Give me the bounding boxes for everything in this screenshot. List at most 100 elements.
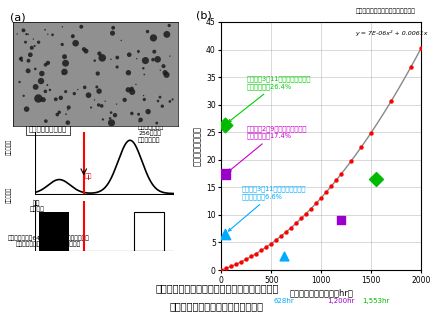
Point (418, 46, 424, 51)
Point (91, 97, 98, 102)
Point (74, 87, 81, 92)
Point (71, 91, 78, 96)
Point (54, 112, 61, 117)
Point (338, 218, 345, 223)
Point (358, 145, 365, 150)
Point (118, 38, 125, 43)
Point (145, 109, 151, 114)
Point (238, 259, 245, 264)
Point (20, 93, 27, 98)
Point (35, 40, 42, 45)
Point (44, 32, 51, 37)
Point (408, 64, 414, 69)
Point (135, 119, 142, 124)
Point (81, 47, 88, 52)
Point (142, 58, 149, 63)
Point (263, 245, 270, 250)
Point (23, 32, 30, 37)
Point (102, 99, 108, 104)
Point (222, 231, 229, 236)
Text: 1,553hr: 1,553hr (363, 298, 390, 304)
Text: 頻度（個）: 頻度（個） (7, 139, 12, 155)
Point (110, 25, 117, 30)
Point (112, 113, 118, 118)
Point (128, 86, 135, 91)
Point (121, 97, 128, 102)
Point (93, 84, 100, 89)
Text: 全体の画素数（640×480ドット）に対する
黒色面積画素数を「変状面積率」とする: 全体の画素数（640×480ドット）に対する 黒色面積画素数を「変状面積率」とす… (7, 235, 89, 247)
Point (228, 264, 235, 269)
Point (258, 248, 265, 253)
Point (332, 178, 339, 183)
Text: y = 7E-06x² + 0.0061x: y = 7E-06x² + 0.0061x (355, 30, 427, 36)
Point (388, 99, 395, 104)
Point (18, 56, 25, 61)
Point (280, 254, 287, 259)
Point (140, 66, 147, 71)
Text: 促進耐候性試験により求めた関係式: 促進耐候性試験により求めた関係式 (356, 8, 416, 14)
Point (328, 184, 335, 189)
Point (25, 68, 32, 73)
Point (160, 64, 167, 69)
Point (17, 57, 24, 62)
Point (114, 64, 121, 69)
Point (38, 71, 45, 76)
Point (32, 84, 39, 89)
Point (133, 56, 140, 61)
Point (149, 57, 156, 62)
Point (114, 55, 121, 60)
Point (308, 206, 315, 211)
Point (283, 229, 289, 234)
Point (243, 257, 250, 262)
Point (42, 27, 49, 32)
Point (348, 159, 355, 164)
Point (108, 57, 115, 62)
Point (135, 112, 142, 117)
Point (27, 52, 34, 57)
Point (166, 54, 173, 59)
Point (85, 93, 92, 98)
Point (157, 68, 164, 73)
Text: (b): (b) (197, 11, 212, 21)
Point (91, 58, 98, 63)
Point (59, 24, 66, 30)
Point (154, 57, 161, 62)
Point (38, 78, 45, 84)
Point (222, 122, 229, 127)
Text: 白色
（健全）: 白色 （健全） (136, 214, 151, 226)
Bar (39, 212, 69, 251)
Point (253, 251, 260, 256)
Point (166, 23, 173, 28)
Point (31, 43, 38, 48)
Point (95, 89, 102, 94)
Point (135, 50, 142, 55)
Point (43, 119, 49, 124)
Point (129, 89, 136, 95)
Point (62, 61, 69, 66)
Point (368, 130, 375, 135)
Point (288, 225, 295, 230)
Point (96, 51, 103, 56)
Point (153, 121, 160, 126)
Point (64, 120, 71, 125)
Point (233, 262, 240, 267)
Point (35, 96, 42, 101)
Point (82, 49, 89, 54)
Point (125, 87, 132, 92)
Point (78, 24, 85, 29)
X-axis label: 促進耐候性試験時間（hr）: 促進耐候性試験時間（hr） (289, 289, 353, 298)
Point (32, 67, 39, 72)
Point (248, 254, 255, 259)
Point (222, 172, 229, 177)
Point (56, 110, 63, 115)
Point (61, 69, 68, 74)
Point (64, 107, 71, 112)
Text: (a): (a) (10, 12, 26, 22)
Text: 黒色
（劣化）: 黒色 （劣化） (30, 200, 44, 212)
Point (59, 42, 66, 47)
Point (159, 104, 166, 109)
Point (163, 72, 170, 77)
Point (151, 49, 158, 54)
Point (318, 195, 325, 200)
Point (25, 32, 32, 37)
